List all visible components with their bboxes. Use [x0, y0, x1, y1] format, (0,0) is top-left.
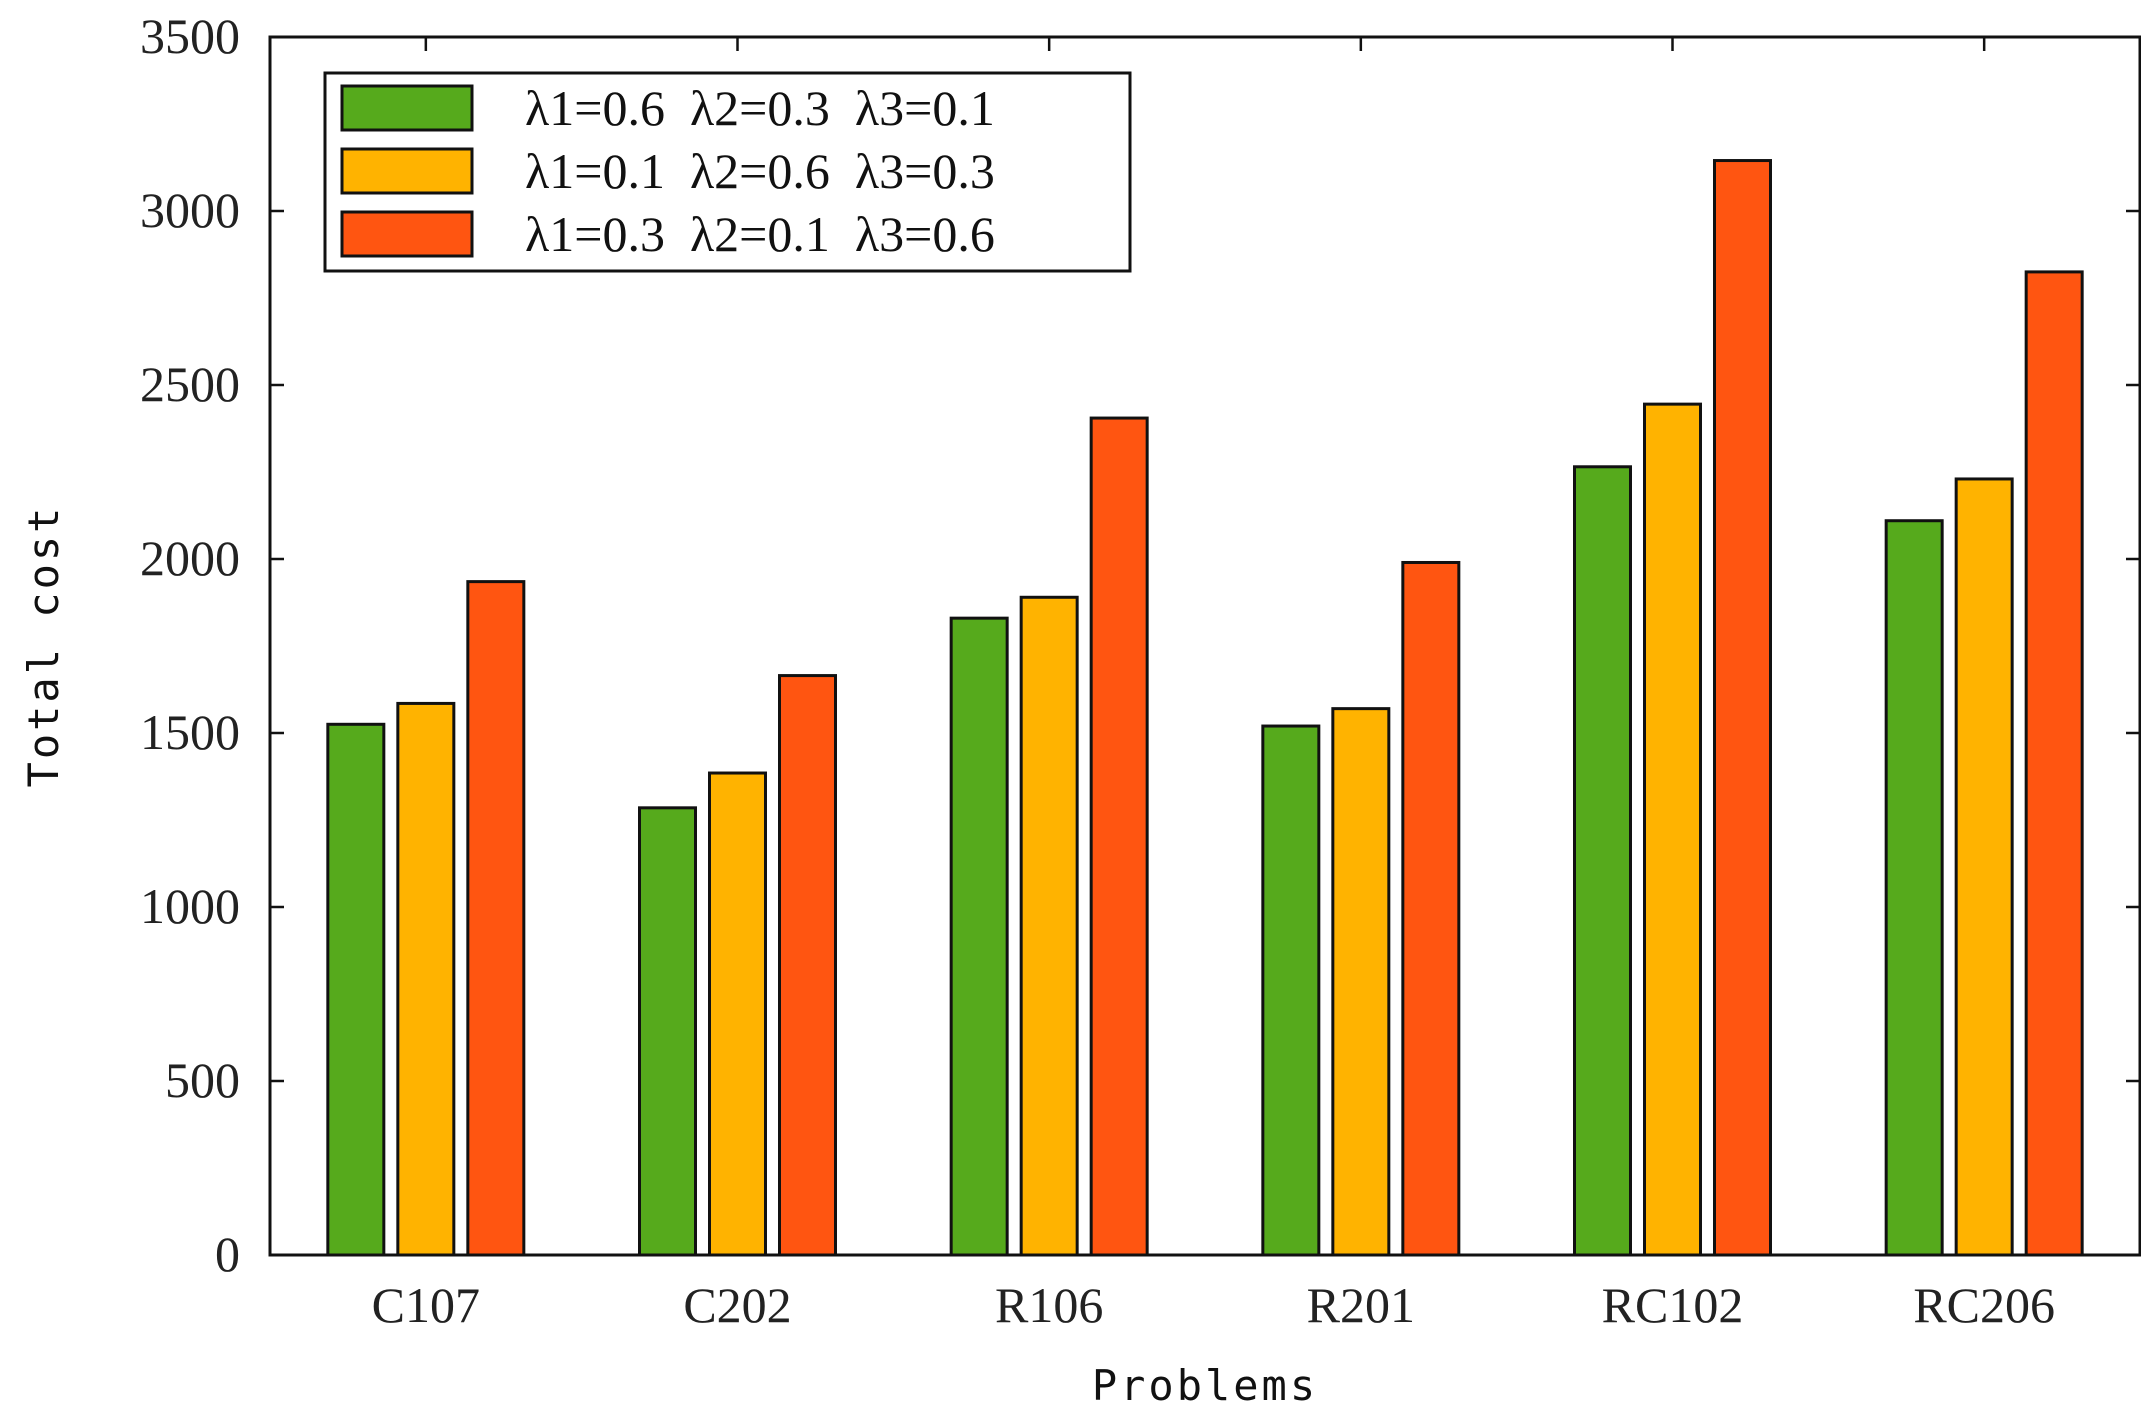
bar-rc102-series-1 [1573, 465, 1632, 1257]
x-tick-label: RC102 [1602, 1277, 1744, 1333]
bar-r201-series-1 [1261, 724, 1321, 1257]
bar-r201-series-2 [1331, 707, 1391, 1257]
bars-group [326, 159, 2084, 1257]
bar-r106-series-3 [1089, 416, 1149, 1257]
y-tick-label: 2500 [140, 356, 240, 412]
legend-label-3: λ1=0.3 λ2=0.1 λ3=0.6 [525, 206, 995, 262]
y-axis-title: Total cost [19, 505, 68, 788]
plot-frame [268, 35, 2141, 1257]
y-tick-label: 3500 [140, 8, 240, 64]
legend-swatch-1 [340, 84, 474, 132]
x-axis-title: Problems [1092, 1361, 1318, 1410]
bar-rc206-series-1 [1884, 519, 1944, 1257]
bar-r106-series-1 [949, 616, 1009, 1257]
legend: λ1=0.6 λ2=0.3 λ3=0.1 λ1=0.1 λ2=0.6 λ3=0.3… [323, 71, 1132, 273]
x-tick-label: R201 [1307, 1277, 1415, 1333]
bar-c107-series-1 [326, 722, 386, 1257]
bar-rc102-series-3 [1713, 159, 1772, 1257]
y-tick-label: 2000 [140, 530, 240, 586]
bar-c202-series-3 [778, 674, 837, 1257]
bar-r201-series-3 [1401, 560, 1461, 1257]
y-tick-label: 500 [165, 1052, 240, 1108]
bar-c202-series-2 [708, 771, 767, 1257]
y-tick-labels: 0 500 1000 1500 2000 2500 3000 3500 [140, 8, 240, 1282]
y-tick-label: 1500 [140, 704, 240, 760]
x-tick-label: RC206 [1913, 1277, 2055, 1333]
bar-c107-series-2 [396, 701, 456, 1257]
bar-c107-series-3 [466, 580, 526, 1257]
bar-rc206-series-2 [1954, 477, 2014, 1257]
y-tick-label: 3000 [140, 182, 240, 238]
bar-rc206-series-3 [2024, 270, 2084, 1257]
legend-label-1: λ1=0.6 λ2=0.3 λ3=0.1 [525, 80, 995, 136]
bar-c202-series-1 [638, 806, 697, 1257]
x-tick-label: R106 [995, 1277, 1103, 1333]
x-tick-label: C107 [372, 1277, 480, 1333]
legend-swatch-2 [340, 147, 474, 195]
legend-label-2: λ1=0.1 λ2=0.6 λ3=0.3 [525, 143, 995, 199]
x-tick-label: C202 [683, 1277, 791, 1333]
bar-rc102-series-2 [1643, 402, 1702, 1257]
x-tick-labels: C107 C202 R106 R201 RC102 RC206 [372, 1277, 2055, 1333]
bar-r106-series-2 [1019, 595, 1079, 1257]
legend-swatch-3 [340, 210, 474, 258]
y-tick-label: 0 [215, 1226, 240, 1282]
y-tick-label: 1000 [140, 878, 240, 934]
